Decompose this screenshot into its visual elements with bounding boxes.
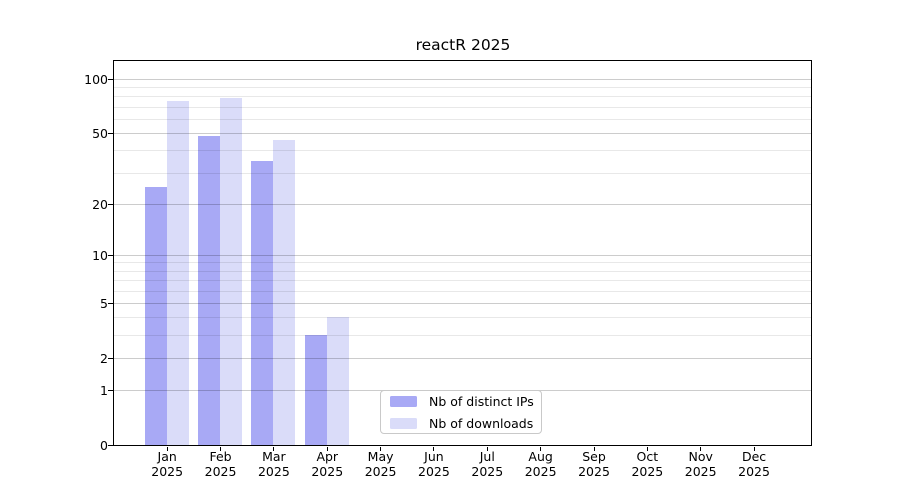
x-tick-label-may: May 2025 [364,449,397,479]
legend-item-distinct-ips: Nb of distinct IPs [390,394,541,409]
legend-label-downloads: Nb of downloads [429,415,534,431]
bar-feb-downloads [220,98,243,445]
y-tick-mark [108,445,113,446]
x-tick-label-jun: Jun 2025 [418,449,450,479]
y-tick-mark [108,390,113,392]
y-tick-mark [108,203,113,205]
bar-jan-distinct-ips [144,186,167,445]
x-tick-mark [220,447,222,451]
gridline-10 [114,254,811,256]
x-tick-label-mar: Mar 2025 [257,449,290,479]
y-tick-label-100: 100 [84,71,108,87]
x-tick-mark [486,447,488,451]
gridline-6 [114,290,811,292]
y-tick-mark [108,133,113,135]
x-tick-label-jan: Jan 2025 [151,449,184,479]
plot-area [113,60,812,446]
gridline-90 [114,87,811,89]
x-tick-mark [166,447,168,451]
gridline-30 [114,172,811,174]
bar-mar-distinct-ips [251,160,274,445]
bar-jan-downloads [166,100,189,445]
y-tick-label-10: 10 [92,247,108,263]
gridline-70 [114,106,811,108]
y-tick-label-50: 50 [92,126,108,142]
x-tick-label-jul: Jul 2025 [471,449,504,479]
x-tick-label-sep: Sep 2025 [578,449,610,479]
x-tick-label-dec: Dec 2025 [738,449,770,479]
gridline-3 [114,335,811,337]
y-tick-label-5: 5 [100,295,108,311]
x-tick-mark [646,447,648,451]
y-tick-mark [108,78,113,80]
y-tick-label-1: 1 [100,383,108,399]
x-tick-mark [753,447,755,451]
legend-label-distinct-ips: Nb of distinct IPs [429,393,534,409]
gridline-50 [114,133,811,135]
legend-swatch-distinct-ips [390,395,417,407]
x-tick-mark [380,447,382,451]
gridline-5 [114,302,811,304]
x-tick-mark [326,447,328,451]
x-tick-label-aug: Aug 2025 [524,449,557,479]
gridline-80 [114,96,811,98]
gridline-8 [114,270,811,272]
legend-item-downloads: Nb of downloads [390,416,541,431]
gridline-60 [114,118,811,120]
x-tick-mark [593,447,595,451]
y-tick-mark [108,254,113,256]
x-tick-label-oct: Oct 2025 [631,449,664,479]
legend: Nb of distinct IPs Nb of downloads [380,390,542,434]
gridline-20 [114,203,811,205]
gridline-100 [114,78,811,80]
bar-feb-distinct-ips [198,136,221,445]
y-tick-label-0: 0 [100,438,108,453]
x-tick-mark [540,447,542,451]
gridline-2 [114,357,811,359]
y-tick-label-20: 20 [92,196,108,212]
x-tick-mark [433,447,435,451]
gridline-9 [114,262,811,264]
x-tick-label-apr: Apr 2025 [311,449,344,479]
gridline-4 [114,317,811,319]
y-tick-mark [108,302,113,304]
gridline-7 [114,280,811,282]
y-tick-label-2: 2 [100,350,108,366]
x-tick-mark [700,447,702,451]
chart-title: reactR 2025 [415,36,511,54]
x-tick-label-feb: Feb 2025 [204,449,237,479]
legend-swatch-downloads [390,417,417,429]
x-tick-mark [273,447,275,451]
y-tick-mark [108,357,113,359]
bar-apr-downloads [326,317,349,445]
gridline-40 [114,150,811,152]
bar-mar-downloads [273,139,296,445]
bar-apr-distinct-ips [304,335,327,445]
x-tick-label-nov: Nov 2025 [684,449,717,479]
